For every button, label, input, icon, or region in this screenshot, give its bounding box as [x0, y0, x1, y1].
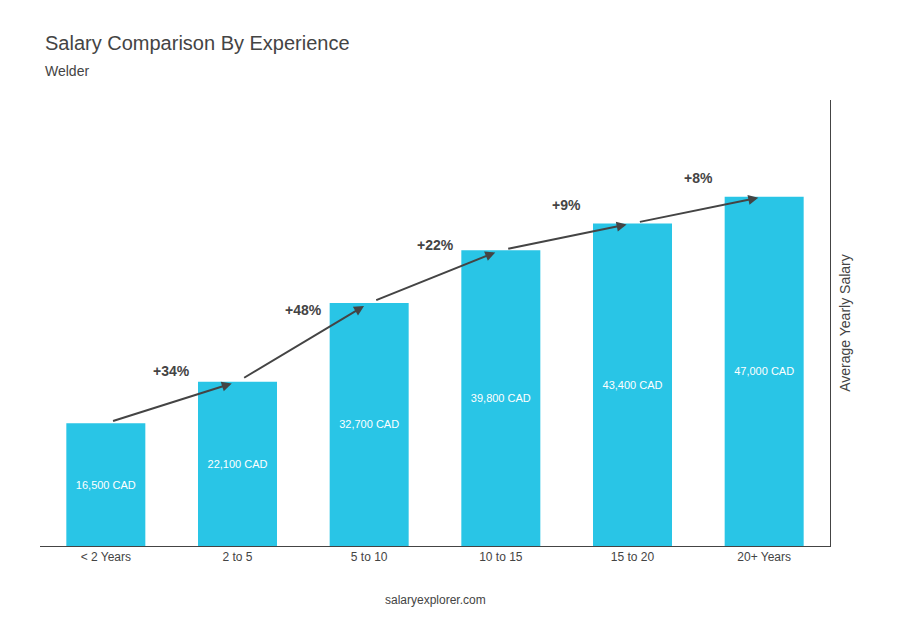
svg-text:10 to 15: 10 to 15	[479, 550, 523, 564]
svg-text:5 to 10: 5 to 10	[351, 550, 388, 564]
svg-text:47,000 CAD: 47,000 CAD	[734, 365, 794, 377]
svg-text:2 to 5: 2 to 5	[222, 550, 252, 564]
svg-text:Average Yearly Salary: Average Yearly Salary	[837, 254, 853, 392]
svg-text:+48%: +48%	[285, 302, 322, 318]
svg-text:< 2 Years: < 2 Years	[81, 550, 131, 564]
svg-text:+22%: +22%	[417, 237, 454, 253]
svg-text:+9%: +9%	[552, 197, 581, 213]
svg-text:39,800 CAD: 39,800 CAD	[471, 392, 531, 404]
svg-text:20+ Years: 20+ Years	[737, 550, 791, 564]
svg-text:43,400 CAD: 43,400 CAD	[603, 379, 663, 391]
svg-text:22,100 CAD: 22,100 CAD	[208, 458, 268, 470]
svg-text:salaryexplorer.com: salaryexplorer.com	[385, 593, 486, 607]
svg-text:16,500 CAD: 16,500 CAD	[76, 479, 136, 491]
svg-text:+8%: +8%	[684, 170, 713, 186]
svg-text:32,700 CAD: 32,700 CAD	[339, 418, 399, 430]
svg-text:Salary Comparison By Experienc: Salary Comparison By Experience	[45, 32, 350, 54]
svg-text:15 to 20: 15 to 20	[611, 550, 655, 564]
svg-text:+34%: +34%	[153, 363, 190, 379]
svg-text:Welder: Welder	[45, 63, 89, 79]
